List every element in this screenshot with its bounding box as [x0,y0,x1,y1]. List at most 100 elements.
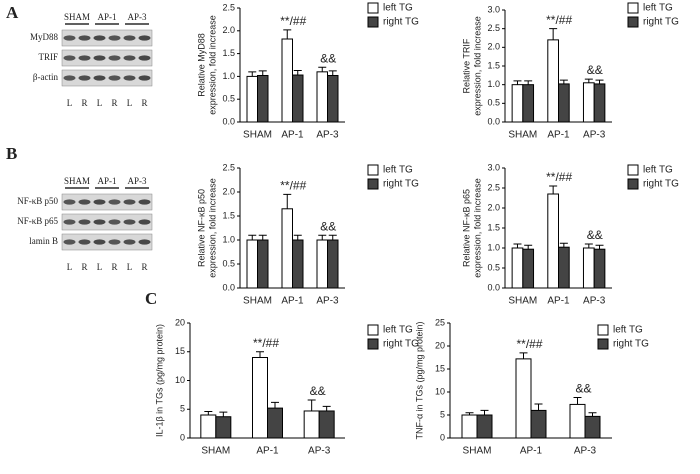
bar [257,74,269,123]
error-bar [318,234,327,240]
y-tick-label: 15 [175,346,185,356]
y-tick-label: 20 [435,340,445,350]
bar [318,410,335,439]
blot-band [63,199,76,205]
error-bar [549,28,558,40]
blot-band [108,219,121,225]
y-tick-label: 20 [175,317,185,327]
bar [476,414,493,439]
blot-strip [61,29,153,47]
blot-band [123,55,136,61]
blot-band [123,75,136,81]
legend-swatch [597,324,609,336]
legend-label: right TG [613,339,649,350]
x-tick-label: SHAM [201,446,230,457]
bar [511,247,524,289]
blot-band [123,199,136,205]
y-tick-label: 0 [440,432,445,442]
x-tick-label: SHAM [508,130,537,141]
blot-band [123,239,136,245]
bar [327,74,339,123]
error-bar [322,405,331,411]
blot-band [138,239,151,245]
lane-label: L [127,262,133,272]
blot-strip [61,213,153,231]
annotation: **/## [253,336,279,350]
y-tick-label: 0.5 [487,262,500,272]
x-tick-label: SHAM [243,296,272,307]
error-bar [519,352,528,359]
bar [582,247,595,289]
bar [569,403,586,439]
y-tick-label: 15 [435,363,445,373]
legend-swatch [367,2,379,14]
lane-label: R [141,262,147,272]
y-tick-label: 2.5 [487,182,500,192]
blot-band [108,75,121,81]
annotation: && [320,51,336,65]
y-tick-label: 1.0 [222,234,235,244]
bar [215,416,232,439]
lane-label: L [67,98,73,108]
y-tick-label: 1.0 [487,242,500,252]
error-bar [465,412,474,415]
error-bar [513,243,522,248]
y-tick-label: 2.0 [222,186,235,196]
blot-group: SHAM [64,176,90,186]
y-tick-label: 1.0 [487,79,500,89]
error-bar [595,244,604,250]
lane-label: L [67,262,73,272]
annotation: && [587,228,603,242]
blot-band [63,35,76,41]
bar [461,414,478,439]
bar [558,83,570,123]
y-axis-label: Relative MyD88 [196,33,206,97]
y-axis-label: Relative TRIF [461,38,471,93]
legend-label: left TG [383,325,413,336]
blot-row-label: MyD88 [30,32,59,42]
y-tick-label: 1.5 [487,60,500,70]
bar [303,410,320,439]
x-tick-label: AP-3 [583,130,606,141]
error-bar [328,234,337,240]
annotation: && [587,63,603,77]
blot-band [93,199,106,205]
blot-group: AP-3 [127,12,147,22]
bar [316,239,328,289]
bar [246,75,258,123]
bar [582,82,595,123]
x-tick-label: AP-3 [574,446,597,457]
error-bar [219,411,228,417]
blot-band [63,239,76,245]
x-tick-label: SHAM [243,130,272,141]
legend-swatch [367,178,379,190]
annotation: && [320,219,336,233]
y-tick-label: 2.5 [222,2,235,12]
blot-strip [61,233,153,251]
blot-band [138,75,151,81]
annotation: **/## [546,13,572,27]
x-tick-label: AP-1 [256,446,279,457]
bar [547,39,559,123]
y-axis-label: expression, fold increase [472,178,482,278]
blot-band [138,199,151,205]
bar [584,415,601,439]
legend-swatch [627,2,639,14]
bar [511,84,524,123]
error-bar [595,79,604,84]
blot-band [78,219,91,225]
lane-label: L [127,98,133,108]
blot-band [108,239,121,245]
x-tick-label: AP-1 [547,296,570,307]
error-bar [204,411,213,415]
y-tick-label: 0.0 [487,116,500,126]
error-bar [328,70,337,76]
bar [530,409,547,439]
y-axis-label: TNF-α in TGs (pg/mg protein) [414,321,424,439]
x-tick-label: AP-3 [316,130,339,141]
blot-row-label: lamin B [29,236,58,246]
y-tick-label: 0.5 [487,98,500,108]
y-tick-label: 3.0 [487,4,500,14]
annotation: **/## [546,170,572,184]
legend-swatch [367,164,379,176]
